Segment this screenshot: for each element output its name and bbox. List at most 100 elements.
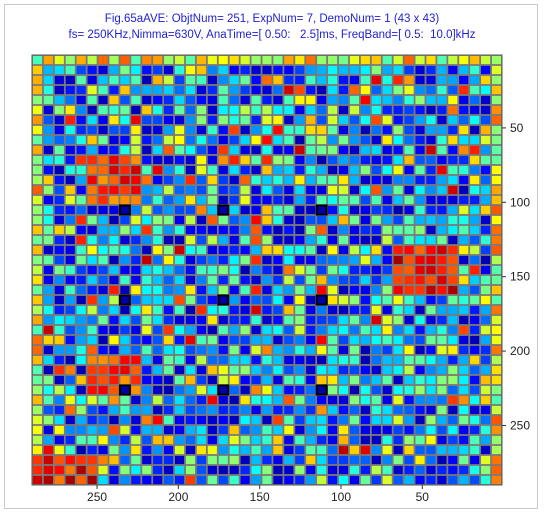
heatmap-cell [306, 475, 316, 485]
heatmap-cell [98, 205, 108, 215]
heatmap-cell [470, 65, 480, 75]
heatmap-cell [185, 265, 196, 275]
heatmap-cell [415, 455, 425, 465]
heatmap-cell [317, 275, 327, 285]
heatmap-cell [448, 155, 458, 165]
heatmap-cell [437, 155, 447, 165]
heatmap-cell [262, 295, 272, 305]
heatmap-cell [491, 115, 502, 125]
heatmap-cell [131, 75, 141, 85]
heatmap-cell [448, 295, 458, 305]
heatmap-cell [164, 65, 174, 75]
heatmap-cell [32, 235, 43, 245]
heatmap-cell [404, 105, 414, 115]
heatmap-cell [240, 285, 250, 295]
heatmap-cell [164, 85, 174, 95]
heatmap-cell [76, 425, 86, 435]
heatmap-cell [360, 215, 370, 225]
heatmap-cell [120, 225, 130, 235]
heatmap-cell [87, 445, 97, 455]
heatmap-cell [481, 445, 491, 455]
heatmap-cell [306, 465, 316, 475]
heatmap-cell [338, 415, 349, 425]
heatmap-cell [360, 285, 370, 295]
heatmap-cell [317, 85, 327, 95]
heatmap-cell [360, 85, 370, 95]
heatmap-cell [229, 225, 239, 235]
heatmap-cell [382, 385, 392, 395]
heatmap-cell [174, 95, 185, 105]
heatmap-cell [32, 395, 43, 405]
heatmap-cell [295, 415, 305, 425]
heatmap-cell [360, 145, 370, 155]
heatmap-cell [470, 145, 480, 155]
heatmap-cell [481, 395, 491, 405]
heatmap-cell [284, 395, 294, 405]
heatmap-cell [32, 205, 43, 215]
heatmap-cell [153, 185, 163, 195]
heatmap-cell [328, 425, 338, 435]
heatmap-cell [382, 245, 392, 255]
heatmap-cell [481, 345, 491, 355]
heatmap-cell [153, 405, 163, 415]
heatmap-cell [251, 215, 261, 225]
heatmap-cell [131, 215, 141, 225]
heatmap-cell [174, 415, 185, 425]
heatmap-cell [393, 455, 403, 465]
heatmap-cell [109, 165, 119, 175]
heatmap-cell [328, 195, 338, 205]
heatmap-cell [174, 195, 185, 205]
heatmap-cell [273, 65, 283, 75]
heatmap-cell [185, 385, 196, 395]
heatmap-cell [426, 325, 436, 335]
heatmap-cell [448, 145, 458, 155]
heatmap-cell [65, 215, 75, 225]
heatmap-cell [229, 265, 239, 275]
heatmap-cell [87, 425, 97, 435]
heatmap-cell [459, 265, 469, 275]
heatmap-cell [284, 85, 294, 95]
heatmap-cell [229, 375, 239, 385]
heatmap-cell [481, 205, 491, 215]
heatmap-cell [284, 285, 294, 295]
heatmap-cell [218, 355, 228, 365]
heatmap-cell [448, 215, 458, 225]
chart-title: Fig.65aAVE: ObjtNum= 251, ExpNum= 7, Dem… [104, 13, 440, 25]
heatmap-cell [174, 55, 185, 65]
heatmap-cell [196, 435, 206, 445]
heatmap-cell [54, 445, 64, 455]
heatmap-cell [43, 135, 53, 145]
heatmap-cell [153, 295, 163, 305]
heatmap-cell [142, 465, 152, 475]
heatmap-cell [87, 315, 97, 325]
heatmap-cell [54, 75, 64, 85]
heatmap-cell [240, 215, 250, 225]
heatmap-cell [109, 145, 119, 155]
heatmap-cell [371, 225, 381, 235]
heatmap-cell [459, 415, 469, 425]
heatmap-cell [470, 435, 480, 445]
heatmap-cell [32, 345, 43, 355]
heatmap-cell [338, 165, 349, 175]
heatmap-cell [251, 145, 261, 155]
heatmap-cell [426, 295, 436, 305]
heatmap-cell [262, 465, 272, 475]
heatmap-cell [404, 295, 414, 305]
heatmap-cell [131, 355, 141, 365]
heatmap-cell [404, 55, 414, 65]
heatmap-cell [131, 455, 141, 465]
heatmap-cell [43, 355, 53, 365]
heatmap-cell [164, 345, 174, 355]
heatmap-cell [284, 415, 294, 425]
heatmap-cell [76, 135, 86, 145]
heatmap-cell [196, 305, 206, 315]
heatmap-cell [54, 275, 64, 285]
heatmap-cell [142, 335, 152, 345]
heatmap-cell [120, 195, 130, 205]
heatmap-cell [393, 295, 403, 305]
heatmap-cell [120, 185, 130, 195]
heatmap-cell [98, 415, 108, 425]
heatmap-cell [306, 95, 316, 105]
heatmap-cell [393, 475, 403, 485]
heatmap-cell [459, 145, 469, 155]
